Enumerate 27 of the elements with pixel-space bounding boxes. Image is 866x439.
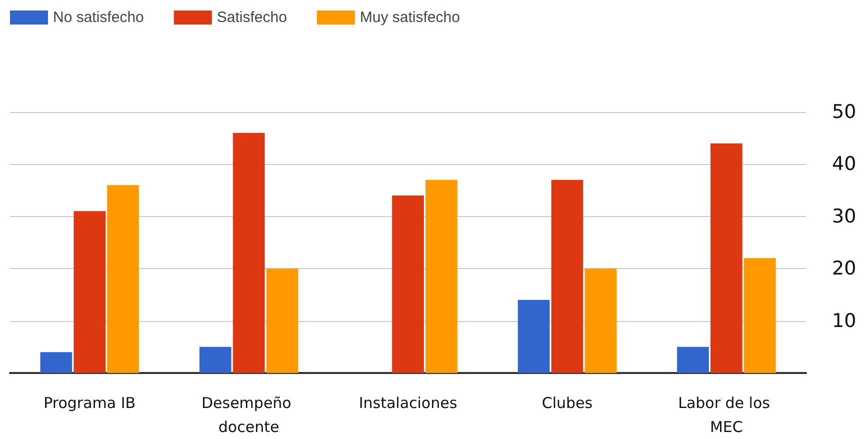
bar: [74, 211, 106, 373]
x-tick-label: Desempeño docente: [201, 394, 296, 436]
x-tick-label: Instalaciones: [358, 394, 458, 412]
bar: [426, 180, 458, 373]
bar: [232, 132, 265, 373]
bar: [744, 258, 776, 373]
bar: [107, 185, 139, 373]
legend-label: No satisfecho: [53, 9, 144, 26]
y-tick-label: 20: [832, 258, 856, 280]
bar: [266, 268, 298, 373]
bar: [710, 143, 742, 373]
legend-label: Satisfecho: [216, 9, 287, 26]
bar: [584, 268, 617, 373]
y-tick-label: 10: [832, 310, 856, 332]
bar: [551, 180, 584, 373]
bar: [677, 346, 709, 373]
y-tick-label: 30: [832, 205, 856, 228]
y-tick-label: 50: [832, 101, 856, 123]
y-tick-label: 40: [832, 153, 856, 176]
bar: [392, 196, 424, 373]
bar: [518, 300, 550, 373]
legend-label: Muy satisfecho: [360, 9, 460, 26]
bar: [40, 352, 72, 373]
x-tick-label: Programa IB: [44, 394, 136, 412]
x-tick-label: Clubes: [542, 394, 593, 412]
bar: [199, 346, 232, 373]
x-tick-label: Labor de los MEC: [678, 394, 775, 436]
